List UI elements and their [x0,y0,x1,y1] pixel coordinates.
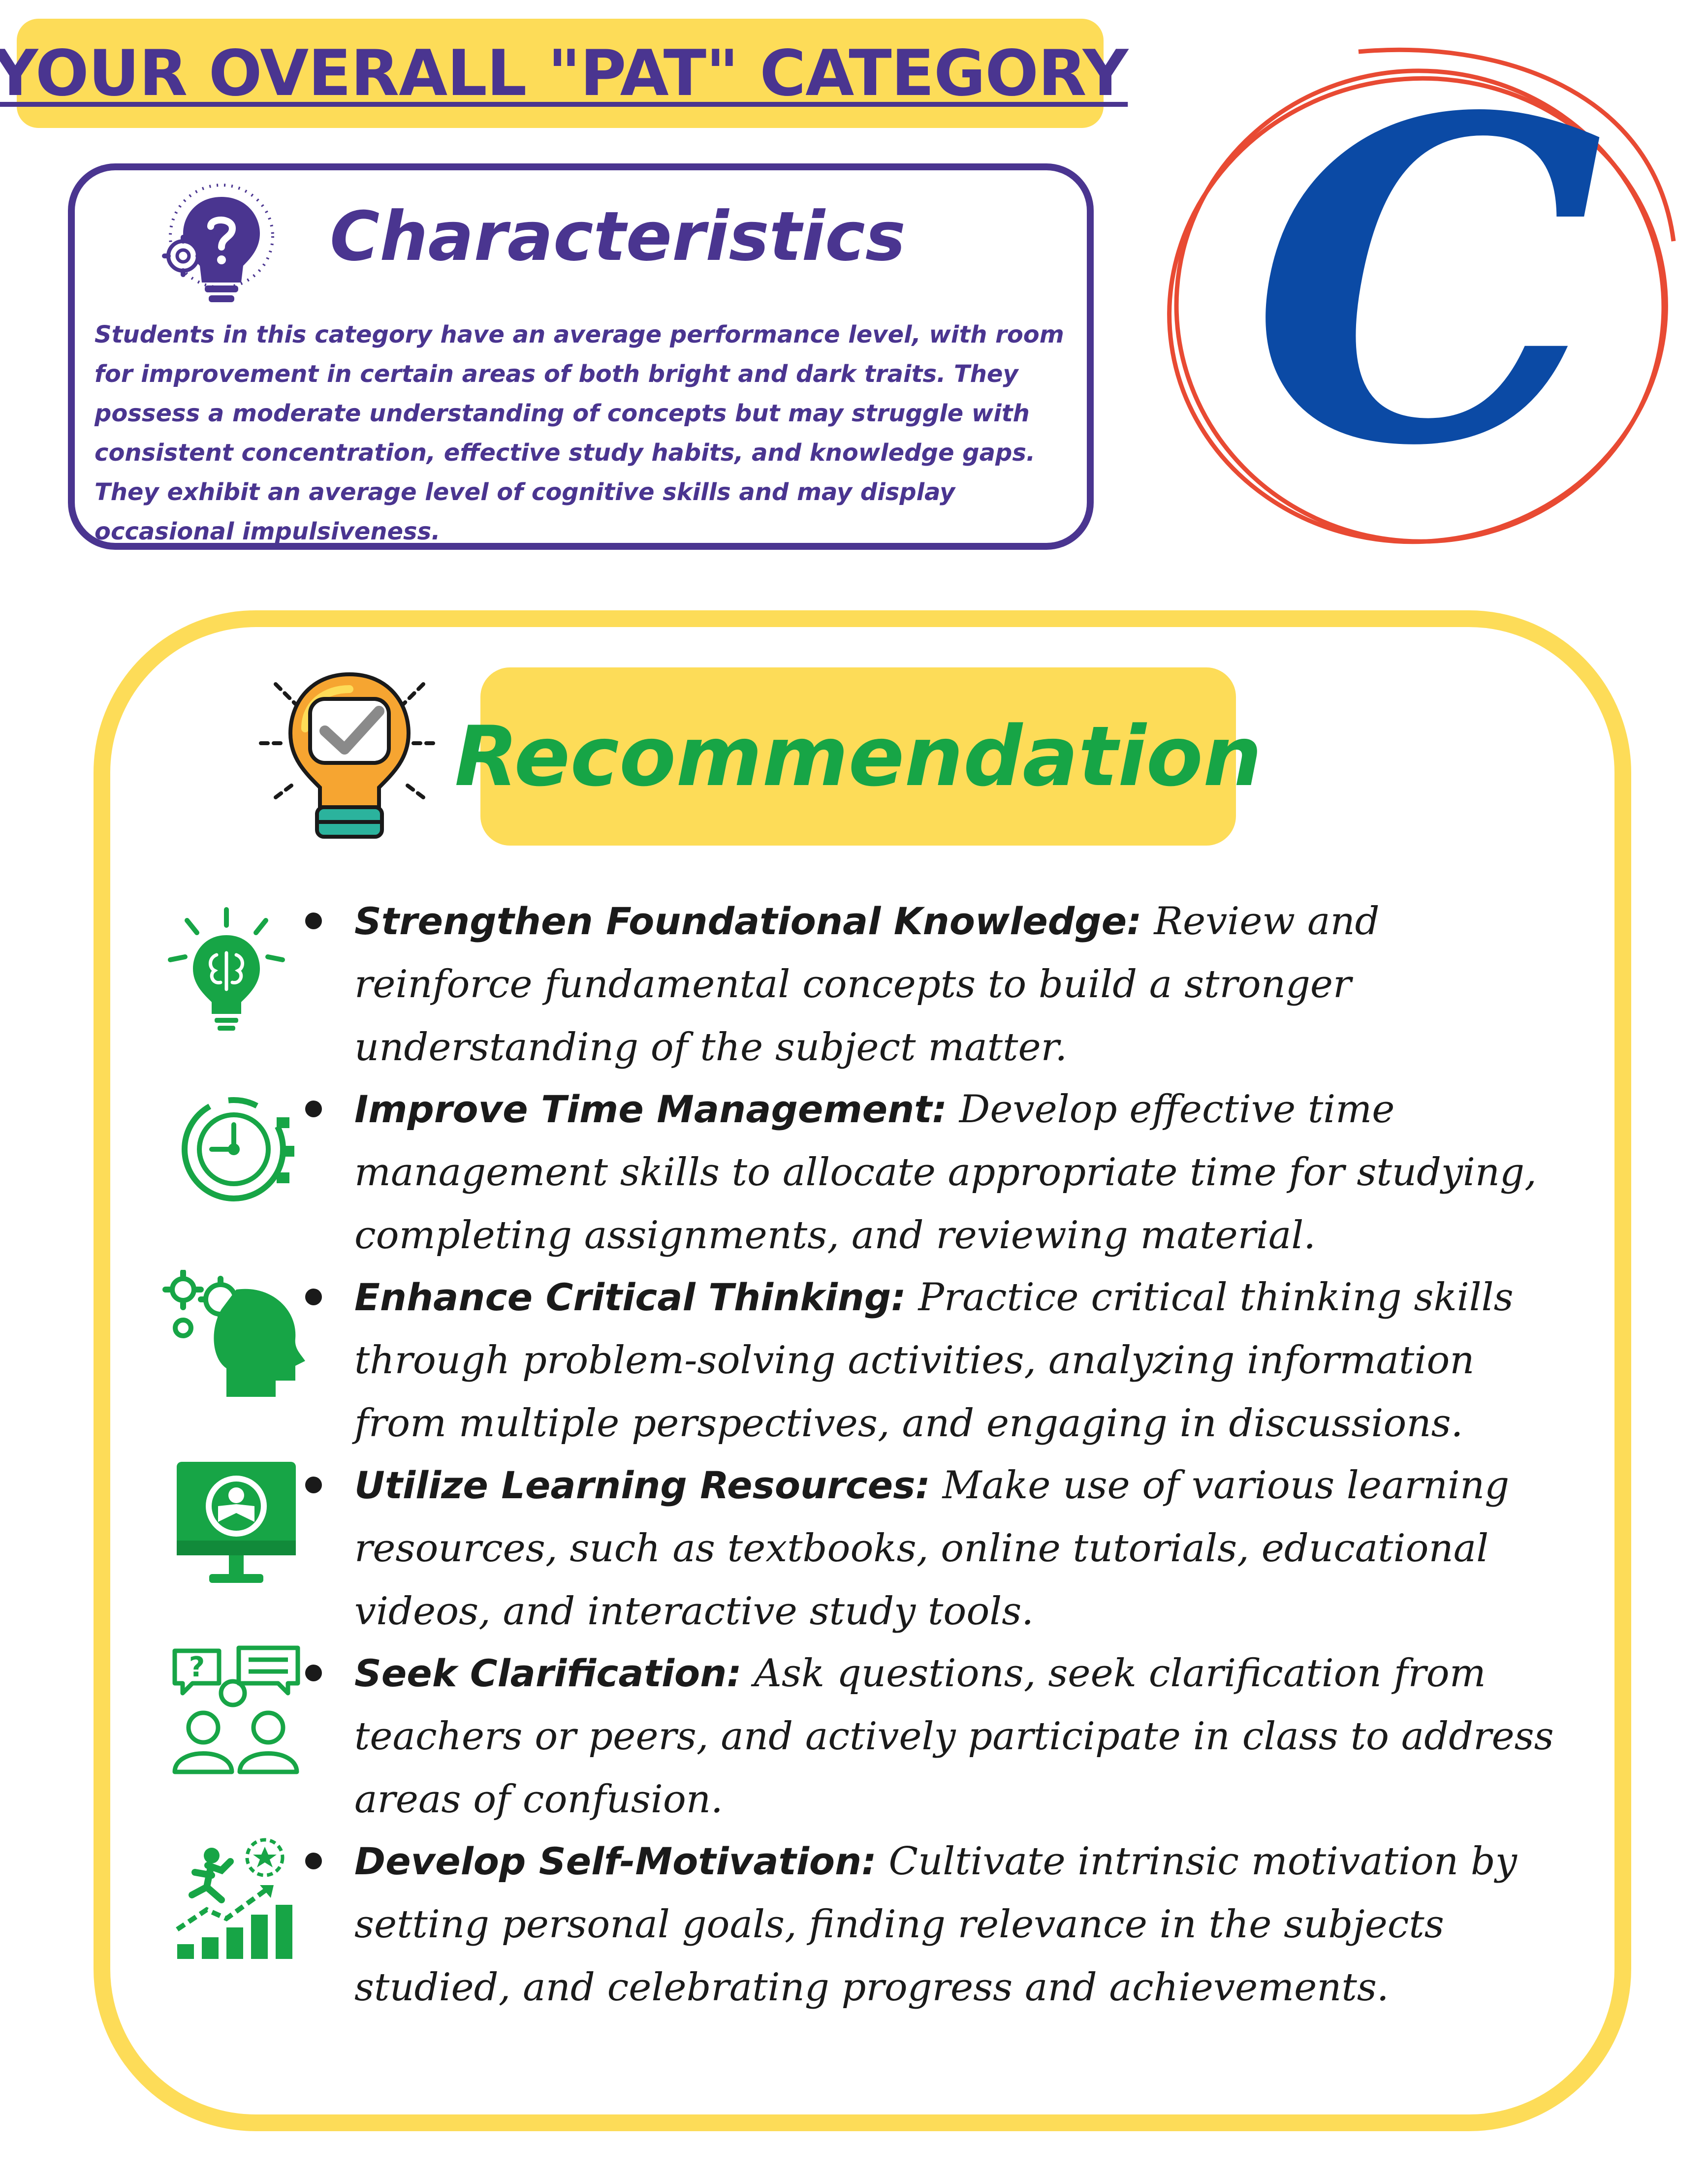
bullet-icon [305,1101,322,1117]
head-gears-icon [162,1270,305,1397]
recommendation-title: Recommendation [454,708,1262,805]
clock-gear-icon [182,1097,294,1201]
item-text: Review and reinforce fundamental concept… [354,899,1380,1070]
bulb-question-icon [162,184,274,302]
item-text: Cultivate intrinsic motivation by settin… [354,1839,1517,2010]
item-text: Make use of various learning resources, … [354,1463,1510,1634]
item-heading: Develop Self-Motivation: [354,1839,877,1883]
item-text: Ask questions, seek clarification from t… [354,1651,1554,1822]
grade-letter: C [1251,34,1604,543]
brain-bulb-icon [168,907,285,1031]
monitor-reader-icon [177,1462,296,1583]
recommendation-panel [94,610,1631,2131]
bullet-icon [305,1289,322,1305]
item-text: Practice critical thinking skills throug… [354,1275,1514,1446]
item-heading: Strengthen Foundational Knowledge: [354,899,1142,943]
bullet-icon [305,913,322,929]
list-item: Strengthen Foundational Knowledge: Revie… [305,890,1565,1079]
svg-text:?: ? [189,1651,205,1683]
list-item: Utilize Learning Resources: Make use of … [305,1454,1565,1643]
recommendation-banner [480,667,1236,846]
item-heading: Utilize Learning Resources: [354,1463,930,1507]
page-title: YOUR OVERALL "PAT" CATEGORY [0,36,1128,110]
bulb-check-icon [259,672,440,839]
item-heading: Improve Time Management: [354,1087,948,1131]
item-heading: Seek Clarification: [354,1651,742,1695]
characteristics-body: Students in this category have an averag… [95,321,1064,545]
list-item: Improve Time Management: Develop effecti… [305,1078,1565,1267]
bullet-icon [305,1665,322,1681]
bullet-icon [305,1477,322,1493]
item-heading: Enhance Critical Thinking: [354,1275,906,1319]
list-item: Seek Clarification: Ask questions, seek … [305,1642,1565,1831]
grade-badge: C [1167,34,1676,544]
people-discussion-icon: ? [172,1645,300,1774]
item-text: Develop effective time management skills… [354,1087,1537,1258]
growth-climber-icon [176,1838,292,1959]
list-item: Develop Self-Motivation: Cultivate intri… [305,1830,1565,2019]
bullet-icon [305,1853,322,1869]
list-item: Enhance Critical Thinking: Practice crit… [305,1266,1565,1455]
header-banner [17,19,1104,128]
characteristics-title: Characteristics [330,197,906,276]
